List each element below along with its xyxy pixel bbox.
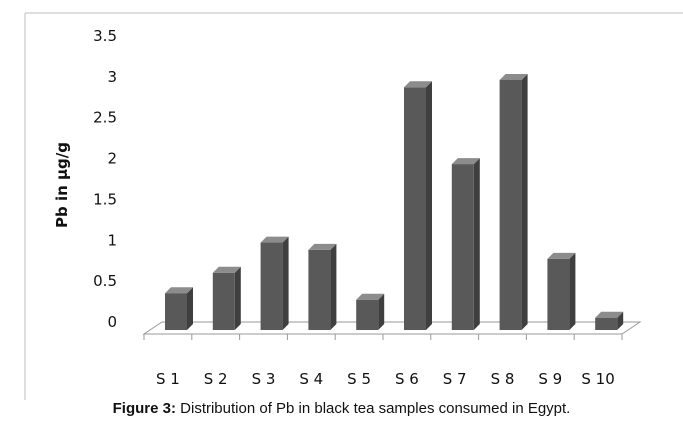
bar-top xyxy=(260,236,289,243)
x-tick-label: S 5 xyxy=(347,370,371,388)
bar xyxy=(308,243,337,330)
bar-side xyxy=(234,266,241,330)
bar xyxy=(595,311,624,330)
bar-side xyxy=(473,158,480,330)
bar xyxy=(212,266,241,330)
x-tick-label: S 1 xyxy=(156,370,180,388)
x-tick-label: S 4 xyxy=(299,370,323,388)
bar-front xyxy=(595,317,618,330)
y-tick-label: 2 xyxy=(107,150,117,168)
y-tick-label: 0 xyxy=(107,313,117,331)
bar-top xyxy=(165,287,193,294)
bar xyxy=(499,73,528,330)
bar-side xyxy=(426,81,432,331)
figure-caption-text: Distribution of Pb in black tea samples … xyxy=(175,400,571,417)
bar-top xyxy=(356,293,385,300)
bar-top xyxy=(499,73,528,80)
bar-series xyxy=(165,73,624,331)
x-tick-label: S 2 xyxy=(204,370,228,388)
bar-side xyxy=(282,236,289,330)
x-tick-label: S 10 xyxy=(581,370,614,388)
bar-front xyxy=(356,299,379,330)
x-tick-label: S 3 xyxy=(252,370,276,388)
bar-side xyxy=(330,243,337,330)
bar xyxy=(451,158,480,330)
bar-side xyxy=(521,73,528,330)
x-tick-label: S 8 xyxy=(491,370,515,388)
bar-side xyxy=(187,287,193,330)
bar xyxy=(404,81,432,331)
bar-top xyxy=(595,311,624,318)
bar-front xyxy=(499,79,522,330)
bar-top xyxy=(404,81,432,88)
y-tick-label: 3 xyxy=(107,68,117,86)
bar-front xyxy=(451,164,474,330)
bar-top xyxy=(308,243,337,250)
y-tick-label: 2.5 xyxy=(93,109,117,127)
bar-front xyxy=(165,293,187,330)
bar-front xyxy=(547,258,570,330)
y-tick-label: 1 xyxy=(107,231,117,249)
bar-front xyxy=(404,87,426,331)
bar-front xyxy=(260,242,283,330)
bar xyxy=(165,287,193,330)
y-axis-label: Pb in µg/g xyxy=(53,142,71,228)
figure-caption-label: Figure 3: xyxy=(112,400,176,417)
y-tick-label: 0.5 xyxy=(93,272,117,290)
bar xyxy=(547,252,576,330)
bar xyxy=(260,236,289,330)
bar xyxy=(356,293,385,330)
bar-front xyxy=(212,272,235,330)
figure-caption: Figure 3: Distribution of Pb in black te… xyxy=(0,400,683,417)
y-tick-label: 3.5 xyxy=(93,27,117,45)
bar-side xyxy=(617,311,624,330)
x-axis-ticks: S 1 S 2 S 3 S 4 S 5 S 6 S 7 S 8 S 9 S 10 xyxy=(156,334,623,388)
x-tick-label: S 9 xyxy=(538,370,562,388)
y-tick-label: 1.5 xyxy=(93,190,117,208)
y-axis-ticks: 0 0.5 1 1.5 2 2.5 3 3.5 xyxy=(93,27,117,331)
bar-top xyxy=(547,252,576,259)
x-tick-label: S 6 xyxy=(395,370,419,388)
bar-front xyxy=(308,249,331,330)
bar-side xyxy=(378,293,385,330)
bar-side xyxy=(569,252,576,330)
bar-top xyxy=(212,266,241,273)
bar-top xyxy=(451,158,480,165)
x-tick-label: S 7 xyxy=(443,370,467,388)
